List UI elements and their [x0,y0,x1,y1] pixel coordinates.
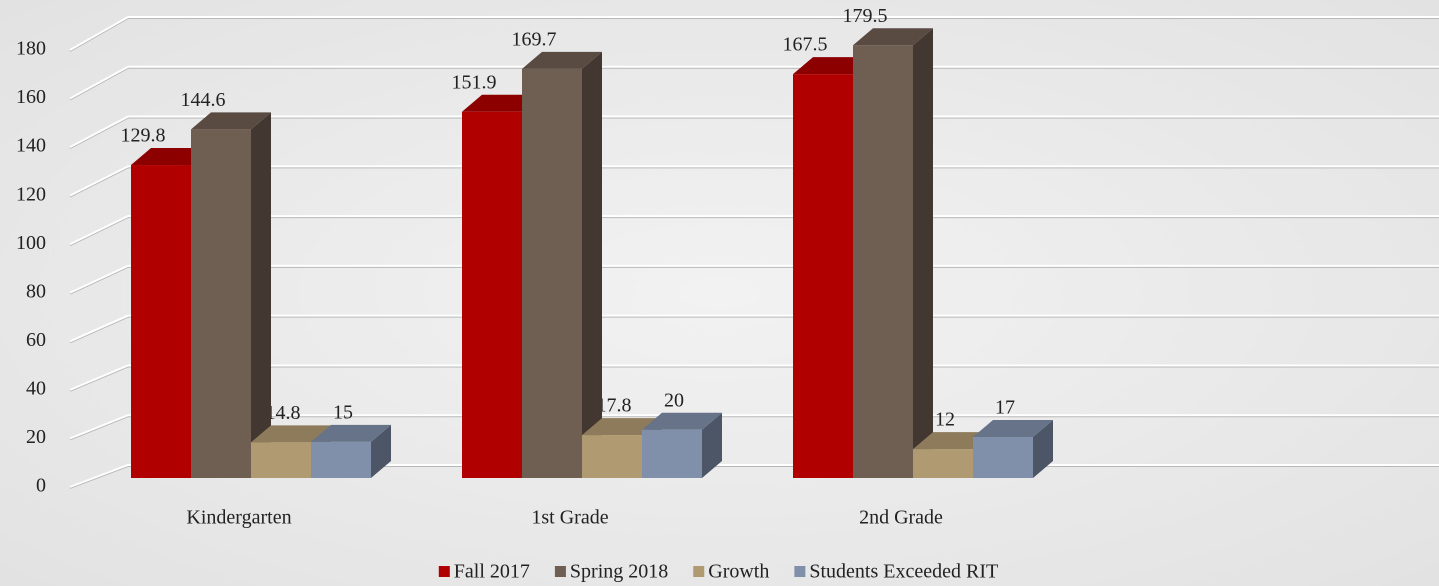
data-label: 169.7 [512,28,557,50]
bar-front [251,442,311,478]
data-label: 151.9 [452,71,497,93]
grid-line [69,314,1439,343]
bar [853,28,933,478]
grid-line [69,115,1439,148]
grid-line [69,414,1439,440]
bar-front [311,441,371,478]
data-label: 17 [995,397,1015,419]
grid-line [69,65,1439,100]
y-tick-label: 180 [16,38,46,60]
bar-top [853,28,933,46]
bar-side [371,424,391,478]
bar-top [191,112,271,130]
data-label: 12 [935,409,955,431]
legend-swatch [438,566,450,577]
bar-top [311,424,391,442]
bar-side [251,112,271,478]
grid-line [69,215,1439,246]
bar [522,51,602,479]
y-tick-label: 20 [26,426,46,448]
grid-line [69,16,1439,51]
y-tick-label: 140 [16,135,46,157]
bar-side [582,51,602,479]
bar-side [1033,420,1053,478]
bar-side [913,28,933,478]
legend-label: Growth [708,561,769,583]
y-tick-label: 120 [16,183,46,205]
bar [311,424,391,478]
legend-swatch [693,566,705,577]
bar-front [522,68,582,478]
y-tick-label: 0 [36,475,46,497]
bar-front [913,449,973,478]
grid-line [69,364,1439,391]
x-tick-label: Kindergarten [186,507,291,529]
data-label: 20 [664,389,684,411]
bar-top [522,51,602,69]
data-label: 129.8 [121,125,166,147]
y-tick-label: 100 [16,232,46,254]
legend-label: Fall 2017 [454,561,530,583]
data-label: 167.5 [783,34,828,56]
bar-front [793,74,853,478]
bar-front [853,45,913,478]
bar [973,420,1053,478]
y-tick-label: 160 [16,86,46,108]
data-label: 14.8 [266,402,301,424]
data-label: 144.6 [181,89,226,111]
bar-top [642,412,722,430]
legend-label: Spring 2018 [570,561,668,583]
bar-front [642,429,702,478]
bar-top [973,420,1053,438]
bar [191,112,271,478]
bar-front [582,435,642,478]
legend-swatch [794,566,806,577]
x-tick-label: 1st Grade [531,507,608,529]
bar-front [191,129,251,478]
y-tick-label: 80 [26,280,46,302]
bar-front [462,111,522,478]
bar-top [251,425,331,443]
y-tick-label: 60 [26,329,46,351]
grid-line [69,165,1439,197]
x-tick-label: 2nd Grade [859,507,943,529]
y-tick-label: 40 [26,377,46,399]
data-label: 17.8 [597,395,632,417]
data-label: 15 [333,401,353,423]
bar [642,412,722,478]
bar-front [131,165,191,478]
bar-side [702,412,722,478]
data-label: 179.5 [843,5,888,27]
grid-line [69,264,1439,294]
bar-front [973,437,1033,478]
legend-swatch [554,566,566,577]
legend-label: Students Exceeded RIT [809,561,998,583]
